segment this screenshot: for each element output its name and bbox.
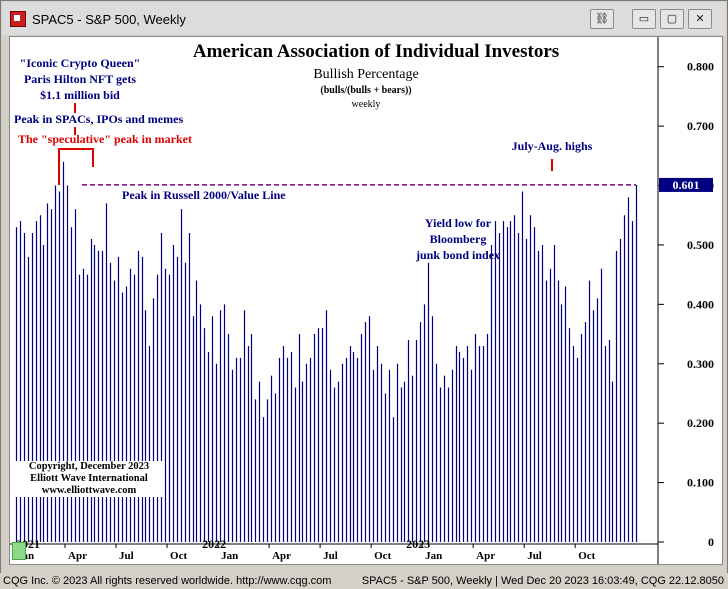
x-tick-label: Apr bbox=[68, 550, 87, 562]
title-bar[interactable]: SPAC5 - S&P 500, Weekly ⛓ ▭ ▢ ✕ bbox=[2, 2, 726, 35]
copyright-line2: Elliott Wave International bbox=[30, 473, 148, 484]
x-tick-label: Jan bbox=[221, 550, 238, 562]
cqg-app-icon bbox=[10, 11, 26, 27]
copyright-line3: www.elliottwave.com bbox=[41, 485, 137, 496]
chart-subtitle-formula: (bulls/(bulls + bears)) bbox=[320, 85, 411, 96]
close-button[interactable]: ✕ bbox=[688, 9, 712, 29]
y-tick-label: 0.500 bbox=[687, 238, 714, 252]
minimize-button[interactable]: ▭ bbox=[632, 9, 656, 29]
annotation-yield-line1: Yield low for bbox=[425, 216, 492, 230]
last-value-label: 0.601 bbox=[673, 178, 700, 192]
annotation-crypto-line2: Paris Hilton NFT gets bbox=[24, 72, 136, 86]
chart-title: American Association of Individual Inves… bbox=[193, 41, 559, 62]
x-tick-label: Jul bbox=[527, 550, 542, 562]
x-tick-label: Oct bbox=[374, 550, 391, 562]
x-tick-label: Apr bbox=[476, 550, 495, 562]
x-year-label: 2023 bbox=[406, 537, 430, 551]
status-symbol-info: SPAC5 - S&P 500, Weekly | Wed Dec 20 202… bbox=[361, 575, 724, 587]
annotation-yield-line3: junk bond index bbox=[415, 248, 500, 262]
annotation-crypto-line1: "Iconic Crypto Queen" bbox=[20, 56, 141, 70]
x-tick-label: Jul bbox=[119, 550, 134, 562]
y-tick-label: 0.100 bbox=[687, 476, 714, 490]
y-tick-label: 0.700 bbox=[687, 119, 714, 133]
restore-button[interactable]: ▢ bbox=[660, 9, 684, 29]
annotation-july-aug: July-Aug. highs bbox=[512, 139, 593, 153]
x-tick-label: Jan bbox=[425, 550, 442, 562]
y-tick-label: 0.200 bbox=[687, 416, 714, 430]
annotation-peak-spacs: Peak in SPACs, IPOs and memes bbox=[14, 112, 183, 126]
status-copyright: CQG Inc. © 2023 All rights reserved worl… bbox=[3, 575, 332, 587]
scroll-indicator[interactable] bbox=[12, 542, 26, 560]
x-tick-label: Oct bbox=[170, 550, 187, 562]
x-ticks-group: JanAprJulOctJanAprJulOctJanAprJulOct2021… bbox=[13, 537, 596, 562]
annotation-yield-line2: Bloomberg bbox=[430, 232, 487, 246]
link-icon[interactable]: ⛓ bbox=[590, 9, 614, 29]
copyright-block: Copyright, December 2023 Elliott Wave In… bbox=[15, 461, 163, 497]
x-tick-label: Jul bbox=[323, 550, 338, 562]
chart-window: SPAC5 - S&P 500, Weekly ⛓ ▭ ▢ ✕ 0.800 0.7… bbox=[0, 0, 728, 574]
status-bar: CQG Inc. © 2023 All rights reserved worl… bbox=[0, 573, 728, 589]
annotation-speculative-peak: The "speculative" peak in market bbox=[18, 132, 192, 146]
y-ticks-group: 0.8000.7000.6000.5000.4000.3000.2000.100… bbox=[658, 60, 714, 549]
x-tick-label: Apr bbox=[272, 550, 291, 562]
annotation-crypto-line3: $1.1 million bid bbox=[40, 88, 120, 102]
chart-subtitle-weekly: weekly bbox=[352, 99, 381, 110]
y-tick-label: 0 bbox=[708, 535, 714, 549]
last-value-box bbox=[659, 177, 713, 192]
y-tick-label: 0.800 bbox=[687, 60, 714, 74]
annotation-russell-peak: Peak in Russell 2000/Value Line bbox=[122, 188, 286, 202]
copyright-line1: Copyright, December 2023 bbox=[28, 461, 150, 472]
x-year-label: 2022 bbox=[202, 537, 226, 551]
y-tick-label: 0.300 bbox=[687, 357, 714, 371]
window-title: SPAC5 - S&P 500, Weekly bbox=[32, 12, 186, 27]
chart-subtitle: Bullish Percentage bbox=[313, 67, 418, 82]
annotation-speculative-bracket bbox=[58, 148, 94, 185]
y-tick-label: 0.400 bbox=[687, 297, 714, 311]
x-tick-label: Oct bbox=[578, 550, 595, 562]
